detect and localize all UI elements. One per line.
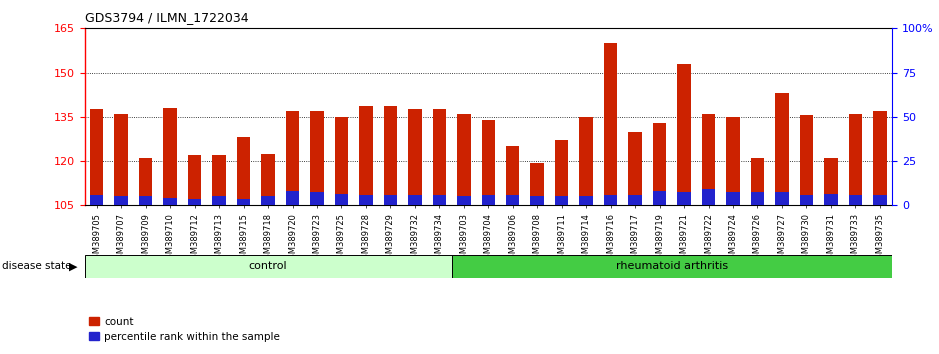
Bar [384, 195, 397, 205]
Bar [776, 192, 789, 205]
Bar [873, 111, 886, 205]
Bar [334, 194, 348, 205]
Bar [677, 192, 691, 205]
Bar [285, 111, 300, 205]
Bar [384, 107, 397, 205]
Legend: count, percentile rank within the sample: count, percentile rank within the sample [85, 313, 285, 346]
Bar [310, 111, 324, 205]
Text: rheumatoid arthritis: rheumatoid arthritis [616, 261, 728, 272]
Bar [237, 199, 251, 205]
Bar [531, 196, 544, 205]
Bar [212, 155, 226, 205]
Bar [604, 43, 617, 205]
Bar [579, 117, 593, 205]
Bar [555, 141, 568, 205]
Bar [457, 196, 470, 205]
Bar [212, 196, 226, 205]
Text: GDS3794 / ILMN_1722034: GDS3794 / ILMN_1722034 [85, 11, 248, 24]
Bar [726, 117, 740, 205]
Bar [506, 146, 519, 205]
Bar [873, 195, 886, 205]
Bar [433, 109, 446, 205]
Bar [653, 123, 667, 205]
Bar [360, 107, 373, 205]
Bar [482, 120, 495, 205]
Bar [824, 158, 838, 205]
Bar [628, 132, 642, 205]
Bar [653, 190, 667, 205]
Bar [701, 189, 716, 205]
Text: disease state: disease state [2, 261, 71, 271]
Bar [334, 117, 348, 205]
Bar [310, 192, 324, 205]
Bar [90, 109, 103, 205]
Bar [701, 114, 716, 205]
Bar [360, 195, 373, 205]
Bar [849, 195, 862, 205]
Bar [408, 109, 422, 205]
Bar [163, 198, 177, 205]
Bar [776, 93, 789, 205]
Bar [433, 195, 446, 205]
Bar [824, 194, 838, 205]
Bar [115, 196, 128, 205]
Bar [555, 196, 568, 205]
Bar [677, 64, 691, 205]
Bar [261, 154, 275, 205]
Bar [751, 192, 764, 205]
Bar [188, 155, 201, 205]
Bar [579, 196, 593, 205]
Bar [457, 114, 470, 205]
Bar [506, 195, 519, 205]
Bar [726, 192, 740, 205]
Bar [85, 255, 452, 278]
Text: ▶: ▶ [69, 261, 77, 271]
Bar [800, 195, 813, 205]
Text: control: control [249, 261, 287, 272]
Bar [751, 158, 764, 205]
Bar [115, 114, 128, 205]
Bar [188, 199, 201, 205]
Bar [139, 196, 152, 205]
Bar [261, 196, 275, 205]
Bar [452, 255, 904, 278]
Bar [482, 195, 495, 205]
Bar [237, 137, 251, 205]
Bar [139, 158, 152, 205]
Bar [531, 162, 544, 205]
Bar [408, 195, 422, 205]
Bar [285, 190, 300, 205]
Bar [90, 195, 103, 205]
Bar [800, 115, 813, 205]
Bar [628, 195, 642, 205]
Bar [604, 195, 617, 205]
Bar [849, 114, 862, 205]
Bar [163, 108, 177, 205]
